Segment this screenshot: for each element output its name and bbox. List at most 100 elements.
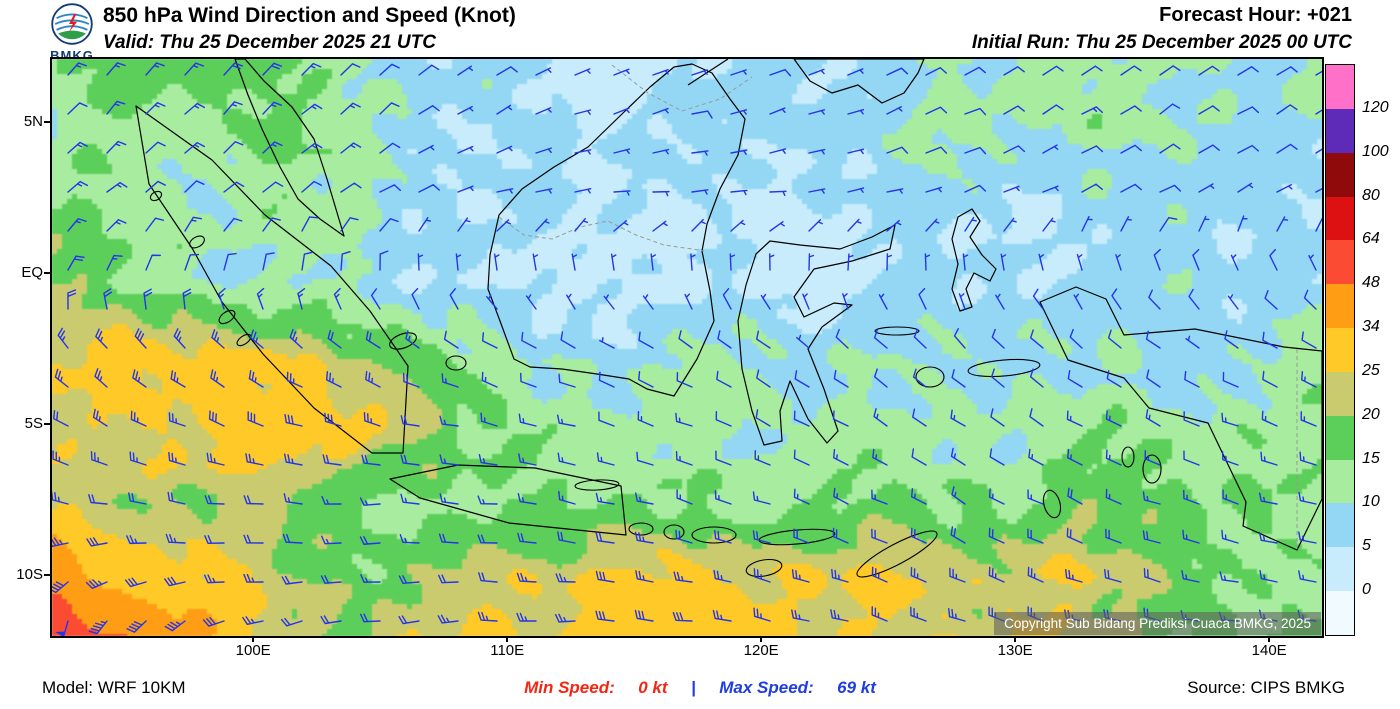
wind-barb bbox=[1042, 185, 1059, 193]
wind-barb bbox=[184, 141, 206, 154]
wind-barb bbox=[1042, 144, 1059, 154]
wind-barb bbox=[449, 288, 459, 310]
wind-barb bbox=[1142, 530, 1161, 544]
wind-barb bbox=[210, 369, 225, 388]
wind-barb bbox=[886, 219, 902, 232]
wind-barb bbox=[1146, 369, 1161, 388]
wind-barb bbox=[54, 368, 69, 388]
wind-barb bbox=[716, 370, 732, 388]
max-speed-label: Max Speed: bbox=[719, 678, 814, 697]
wind-barb bbox=[496, 104, 513, 115]
wind-barb bbox=[1153, 248, 1161, 271]
wind-barb bbox=[1262, 331, 1278, 349]
wind-barb bbox=[873, 408, 888, 427]
model-label: Model: WRF 10KM bbox=[42, 678, 186, 697]
lon-label-130E: 130E bbox=[997, 642, 1033, 659]
bmkg-logo: BMKG bbox=[44, 2, 100, 63]
wind-barb bbox=[1107, 329, 1122, 349]
wind-barb bbox=[282, 533, 303, 544]
wind-barb bbox=[691, 218, 706, 232]
wind-barb bbox=[1258, 531, 1278, 544]
coastline-seram bbox=[967, 358, 1041, 378]
wind-barb bbox=[988, 527, 1005, 544]
wind-barb bbox=[1262, 370, 1278, 388]
wind-barb bbox=[1032, 288, 1044, 310]
wind-barb bbox=[248, 369, 264, 388]
wind-barb bbox=[560, 331, 576, 349]
wind-barb bbox=[652, 220, 668, 232]
wind-barb bbox=[691, 110, 713, 119]
wind-barb bbox=[558, 490, 576, 505]
wind-barb bbox=[363, 412, 381, 427]
wind-barb bbox=[962, 253, 969, 271]
wind-barb bbox=[1081, 65, 1103, 76]
wind-barb bbox=[1224, 330, 1239, 349]
wind-barb bbox=[301, 62, 322, 76]
wind-barb bbox=[532, 253, 539, 271]
wind-barb bbox=[1042, 65, 1064, 76]
wind-barb bbox=[399, 534, 420, 544]
colorbar-segment bbox=[1326, 547, 1354, 592]
wind-barb bbox=[283, 453, 303, 466]
wind-barb bbox=[793, 488, 810, 505]
wind-barb bbox=[950, 526, 966, 544]
coastline-bangka bbox=[389, 332, 417, 350]
coastline-bali bbox=[628, 522, 654, 536]
colorbar-label-0: 0 bbox=[1362, 581, 1371, 599]
wind-barb bbox=[106, 219, 127, 232]
wind-barb bbox=[223, 217, 243, 232]
wind-barb bbox=[321, 495, 342, 505]
wind-barb bbox=[1237, 215, 1248, 232]
wind-barb bbox=[691, 150, 709, 156]
wind-barb bbox=[496, 145, 513, 154]
lat-label-10S: 10S bbox=[16, 566, 43, 584]
wind-barb bbox=[1276, 143, 1298, 154]
colorbar-segment bbox=[1326, 65, 1354, 109]
wind-barb bbox=[808, 68, 825, 76]
wind-barb bbox=[613, 68, 630, 76]
wind-barb bbox=[1069, 328, 1083, 349]
coastline-sulawesi bbox=[737, 224, 896, 446]
wind-barb bbox=[145, 62, 165, 76]
wind-barb bbox=[964, 184, 987, 193]
wind-barb bbox=[223, 141, 244, 154]
wind-barb bbox=[1183, 489, 1200, 505]
wind-barb bbox=[250, 329, 264, 349]
wind-barb bbox=[1105, 488, 1122, 505]
wind-barb bbox=[103, 288, 113, 310]
coastline-lombok bbox=[663, 524, 685, 540]
wind-barb bbox=[603, 294, 615, 310]
wind-barb bbox=[132, 369, 147, 388]
wind-barb bbox=[520, 372, 537, 388]
wind-barb bbox=[847, 253, 854, 271]
coastline-palawan bbox=[687, 59, 729, 86]
wind-barb bbox=[950, 447, 966, 466]
wind-barb bbox=[949, 567, 966, 583]
wind-barb bbox=[168, 451, 186, 466]
wind-barb bbox=[417, 253, 424, 271]
wind-barb bbox=[729, 253, 736, 271]
wind-barb bbox=[598, 371, 615, 388]
wind-barb bbox=[638, 331, 654, 349]
wind-barb bbox=[262, 101, 283, 115]
wind-barb bbox=[52, 491, 69, 505]
wind-barb bbox=[847, 218, 862, 232]
wind-barb bbox=[1120, 144, 1142, 154]
lon-tick bbox=[1268, 636, 1271, 642]
wind-barb bbox=[730, 149, 748, 155]
wind-barb bbox=[301, 180, 322, 193]
wind-barb bbox=[535, 107, 552, 115]
wind-barb bbox=[953, 328, 966, 349]
page-title: 850 hPa Wind Direction and Speed (Knot) bbox=[103, 4, 516, 27]
wind-barb bbox=[989, 448, 1005, 466]
wind-barb bbox=[145, 141, 166, 154]
forecast-hour: Forecast Hour: +021 bbox=[1159, 4, 1352, 26]
wind-barb bbox=[964, 66, 986, 76]
wind-barb bbox=[340, 217, 359, 232]
wind-barb bbox=[613, 190, 631, 196]
wind-barb bbox=[566, 293, 576, 310]
wind-barb bbox=[833, 449, 849, 466]
wind-barb bbox=[517, 493, 537, 505]
wind-barb bbox=[886, 106, 903, 115]
wind-barb bbox=[262, 181, 284, 193]
